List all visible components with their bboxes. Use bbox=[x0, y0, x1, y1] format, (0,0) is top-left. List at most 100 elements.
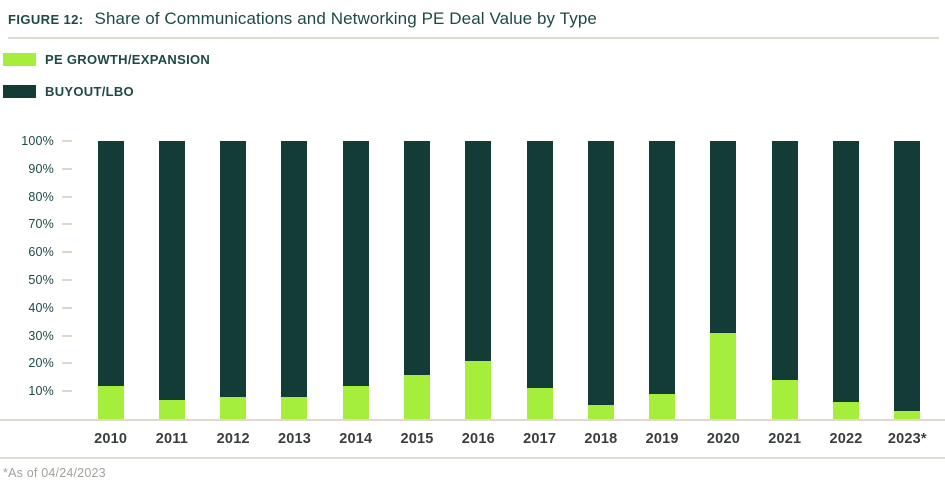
bar-slot-2010 bbox=[80, 141, 141, 419]
y-tick-70: 70% bbox=[0, 217, 72, 231]
buyout-segment bbox=[526, 141, 553, 389]
y-tick-80: 80% bbox=[0, 190, 72, 204]
bar-slot-2023 bbox=[877, 141, 938, 419]
legend-label-buyout: BUYOUT/LBO bbox=[45, 84, 134, 99]
page-title: Share of Communications and Networking P… bbox=[94, 9, 597, 28]
y-tick-dash-icon bbox=[62, 140, 72, 142]
x-axis-label-2017: 2017 bbox=[523, 431, 557, 447]
bar-slot-2016 bbox=[448, 141, 509, 419]
buyout-segment bbox=[649, 141, 676, 394]
y-tick-label: 20% bbox=[28, 356, 54, 371]
y-tick-dash-icon bbox=[62, 334, 72, 337]
figure-header: FIGURE 12: Share of Communications and N… bbox=[0, 0, 945, 39]
stacked-bar-2018 bbox=[587, 141, 614, 419]
y-tick-label: 100% bbox=[21, 134, 54, 148]
growth-swatch-icon bbox=[3, 53, 36, 66]
buyout-segment bbox=[833, 141, 860, 403]
stacked-bar-2013 bbox=[281, 141, 308, 419]
buyout-segment bbox=[97, 141, 124, 386]
growth-segment bbox=[404, 374, 431, 419]
header-divider bbox=[8, 37, 939, 39]
y-tick-90: 90% bbox=[0, 162, 72, 176]
bar-slot-2021 bbox=[754, 141, 815, 419]
bar-slot-2022 bbox=[815, 141, 876, 419]
stacked-bar-2016 bbox=[465, 141, 492, 419]
buyout-segment bbox=[281, 141, 308, 397]
stacked-bar-2022 bbox=[833, 141, 860, 419]
buyout-segment bbox=[771, 141, 798, 381]
bar-slot-2011 bbox=[141, 141, 202, 419]
legend-item-buyout: BUYOUT/LBO bbox=[3, 84, 945, 99]
y-tick-60: 60% bbox=[0, 245, 72, 259]
y-tick-label: 30% bbox=[28, 328, 54, 343]
x-axis-label-2023: 2023* bbox=[887, 431, 927, 447]
bars-container bbox=[80, 141, 938, 419]
stacked-bar-2015 bbox=[404, 141, 431, 419]
y-tick-label: 90% bbox=[28, 161, 54, 176]
stacked-bar-2021 bbox=[771, 141, 798, 419]
stacked-bar-2019 bbox=[649, 141, 676, 419]
legend-label-growth: PE GROWTH/EXPANSION bbox=[45, 52, 211, 67]
growth-segment bbox=[771, 380, 798, 419]
growth-segment bbox=[649, 393, 676, 419]
buyout-segment bbox=[404, 141, 431, 375]
stacked-bar-chart: 10% 20% 30% 40% 50% 60% 70% 80% 90% 100% 2010 2011… bbox=[0, 134, 945, 480]
y-tick-50: 50% bbox=[0, 273, 72, 287]
growth-segment bbox=[465, 360, 492, 419]
stacked-bar-2012 bbox=[220, 141, 247, 419]
x-axis-label-2020: 2020 bbox=[706, 431, 740, 447]
growth-segment bbox=[97, 385, 124, 419]
x-axis-label-2014: 2014 bbox=[339, 431, 373, 447]
growth-segment bbox=[158, 399, 185, 419]
y-tick-label: 60% bbox=[28, 245, 54, 260]
title-row: FIGURE 12: Share of Communications and N… bbox=[8, 9, 939, 29]
stacked-bar-2011 bbox=[158, 141, 185, 419]
y-tick-dash-icon bbox=[62, 362, 72, 365]
y-tick-dash-icon bbox=[62, 390, 72, 393]
y-tick-label: 50% bbox=[28, 273, 54, 287]
x-axis-label-2010: 2010 bbox=[94, 431, 128, 447]
x-axis-labels: 2010 2011 2012 2013 2014 2015 2016 2017 2018 2019… bbox=[80, 421, 938, 457]
buyout-segment bbox=[158, 141, 185, 400]
legend-item-growth: PE GROWTH/EXPANSION bbox=[3, 52, 945, 67]
y-tick-dash-icon bbox=[62, 251, 72, 254]
growth-segment bbox=[220, 396, 247, 419]
y-tick-40: 40% bbox=[0, 301, 72, 315]
growth-segment bbox=[710, 332, 737, 419]
y-tick-30: 30% bbox=[0, 329, 72, 343]
growth-segment bbox=[894, 410, 921, 419]
y-tick-dash-icon bbox=[62, 223, 72, 226]
x-axis-label-2022: 2022 bbox=[829, 431, 863, 447]
bar-slot-2013 bbox=[264, 141, 325, 419]
y-tick-label: 70% bbox=[28, 217, 54, 232]
buyout-segment bbox=[465, 141, 492, 361]
x-axis-label-2015: 2015 bbox=[400, 431, 434, 447]
bar-slot-2019 bbox=[632, 141, 693, 419]
y-tick-20: 20% bbox=[0, 356, 72, 370]
plot-area: 10% 20% 30% 40% 50% 60% 70% 80% 90% 100% bbox=[0, 134, 945, 419]
y-tick-10: 10% bbox=[0, 384, 72, 398]
bar-slot-2018 bbox=[570, 141, 631, 419]
y-tick-100: 100% bbox=[0, 134, 72, 148]
growth-segment bbox=[587, 405, 614, 419]
stacked-bar-2023 bbox=[894, 141, 921, 419]
y-tick-label: 80% bbox=[28, 189, 54, 204]
growth-segment bbox=[526, 388, 553, 419]
x-axis-label-2012: 2012 bbox=[216, 431, 250, 447]
figure-number-label: FIGURE 12: bbox=[8, 12, 84, 27]
y-tick-dash-icon bbox=[62, 195, 72, 198]
buyout-swatch-icon bbox=[3, 85, 36, 98]
buyout-segment bbox=[220, 141, 247, 397]
buyout-segment bbox=[710, 141, 737, 333]
growth-segment bbox=[342, 385, 369, 419]
x-axis-label-2019: 2019 bbox=[645, 431, 679, 447]
bar-slot-2015 bbox=[386, 141, 447, 419]
growth-segment bbox=[833, 402, 860, 419]
bar-slot-2014 bbox=[325, 141, 386, 419]
bar-slot-2020 bbox=[693, 141, 754, 419]
chart-legend: PE GROWTH/EXPANSION BUYOUT/LBO bbox=[0, 39, 945, 99]
growth-segment bbox=[281, 396, 308, 419]
x-axis-label-2011: 2011 bbox=[155, 431, 189, 447]
x-axis-label-2016: 2016 bbox=[461, 431, 495, 447]
